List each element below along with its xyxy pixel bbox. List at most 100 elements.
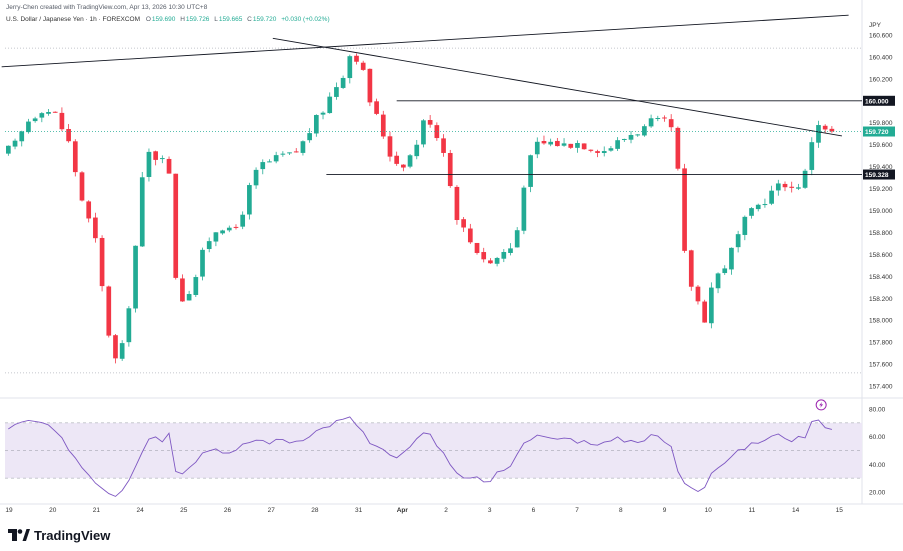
candle-body [293, 151, 299, 153]
price-axis-tick: 158.800 [869, 230, 893, 237]
candle-body [46, 111, 51, 114]
candle-body [588, 149, 594, 151]
time-axis-tick: 20 [49, 507, 57, 514]
candle-body [655, 118, 661, 120]
candle-body [240, 214, 246, 227]
price-axis-tick: 160.400 [869, 54, 893, 61]
candle-body [166, 158, 172, 174]
candle-body [548, 141, 554, 145]
horizontal-level-badge [863, 169, 895, 180]
high-label: H [180, 16, 185, 23]
candle-body [528, 155, 533, 187]
candle-body [615, 140, 620, 149]
candle-body [180, 278, 185, 302]
candle-body [19, 131, 25, 142]
symbol-legend: U.S. Dollar / Japanese Yen · 1h · FOREXC… [6, 15, 330, 24]
candle-body [374, 101, 379, 114]
candle-body [561, 143, 567, 146]
candle-body [608, 148, 614, 151]
candle-body [749, 208, 754, 216]
candle-body [421, 120, 426, 145]
candle-body [12, 140, 18, 147]
price-axis-tick: 157.800 [869, 340, 893, 347]
time-axis-tick: 6 [532, 507, 536, 514]
candle-body [514, 230, 520, 248]
attribution-header: Jerry-Chen created with TradingView.com,… [6, 3, 207, 12]
candle-body [454, 186, 460, 221]
rsi-axis-tick: 60.00 [869, 434, 886, 441]
candle-body [247, 185, 252, 215]
candle-body [829, 128, 835, 132]
candle-body [106, 286, 112, 336]
lightning-icon [819, 401, 824, 408]
candle-body [648, 118, 654, 127]
time-axis-tick: 21 [93, 507, 101, 514]
candle-body [809, 142, 815, 170]
candle-body [595, 151, 600, 153]
candle-body [735, 234, 741, 248]
close-value: 159.720 [252, 16, 277, 23]
candle-body [695, 286, 701, 302]
time-axis-tick: 25 [180, 507, 188, 514]
candle-body [380, 114, 386, 137]
candle-body [581, 143, 587, 150]
candle-body [715, 273, 721, 289]
price-axis-tick: 159.000 [869, 208, 893, 215]
candle-body [628, 134, 634, 140]
price-axis-tick: 158.600 [869, 252, 893, 259]
price-axis-tick: 159.600 [869, 142, 893, 149]
candle-body [755, 204, 761, 210]
candle-body [822, 125, 828, 130]
price-axis-tick: 158.400 [869, 274, 893, 281]
attribution-text: Jerry-Chen created with TradingView.com,… [6, 4, 208, 11]
candle-body [802, 170, 808, 188]
candle-body [159, 158, 165, 160]
candle-body [682, 168, 687, 251]
candle-body [541, 140, 547, 144]
candle-body [146, 151, 152, 177]
candle-body [534, 141, 540, 155]
candle-body [447, 153, 453, 187]
candle-body [66, 128, 71, 142]
candle-body [327, 96, 333, 114]
low-value: 159.665 [218, 16, 243, 23]
price-axis-tick: 160.600 [869, 32, 893, 39]
candle-body [575, 143, 580, 148]
candle-body [113, 335, 118, 359]
time-axis-tick: 7 [575, 507, 579, 514]
candle-body [26, 121, 31, 133]
candle-body [668, 119, 674, 128]
candle-body [126, 308, 132, 343]
candle-body [307, 133, 312, 141]
price-axis-tick: 159.800 [869, 120, 893, 127]
candle-body [52, 111, 58, 113]
candle-body [287, 152, 292, 154]
candle-body [39, 113, 45, 118]
candle-body [709, 287, 714, 324]
candle-body [568, 143, 574, 148]
candle-body [193, 277, 199, 295]
last-price-label: 159.720 [865, 129, 889, 136]
tradingview-logo[interactable]: TradingView [8, 526, 110, 544]
tradingview-logo-text: TradingView [34, 527, 111, 543]
time-axis-tick: 31 [355, 507, 363, 514]
time-axis-tick: 10 [705, 507, 713, 514]
horizontal-level-label: 159.328 [865, 172, 889, 179]
candle-body [260, 162, 266, 170]
rsi-axis-tick: 40.00 [869, 462, 886, 469]
candle-body [427, 120, 433, 125]
candle-body [300, 141, 306, 153]
candle-body [796, 187, 801, 189]
candle-body [280, 153, 286, 155]
candle-body [662, 117, 667, 119]
candle-body [488, 260, 493, 264]
candle-body [702, 301, 708, 323]
candle-body [153, 151, 158, 160]
price-axis-tick: 158.200 [869, 296, 893, 303]
candle-body [474, 242, 480, 253]
symbol-title: U.S. Dollar / Japanese Yen · 1h · FOREXC… [6, 16, 141, 23]
rsi-axis-tick: 20.00 [869, 489, 886, 496]
time-axis-tick: Apr [397, 507, 409, 514]
